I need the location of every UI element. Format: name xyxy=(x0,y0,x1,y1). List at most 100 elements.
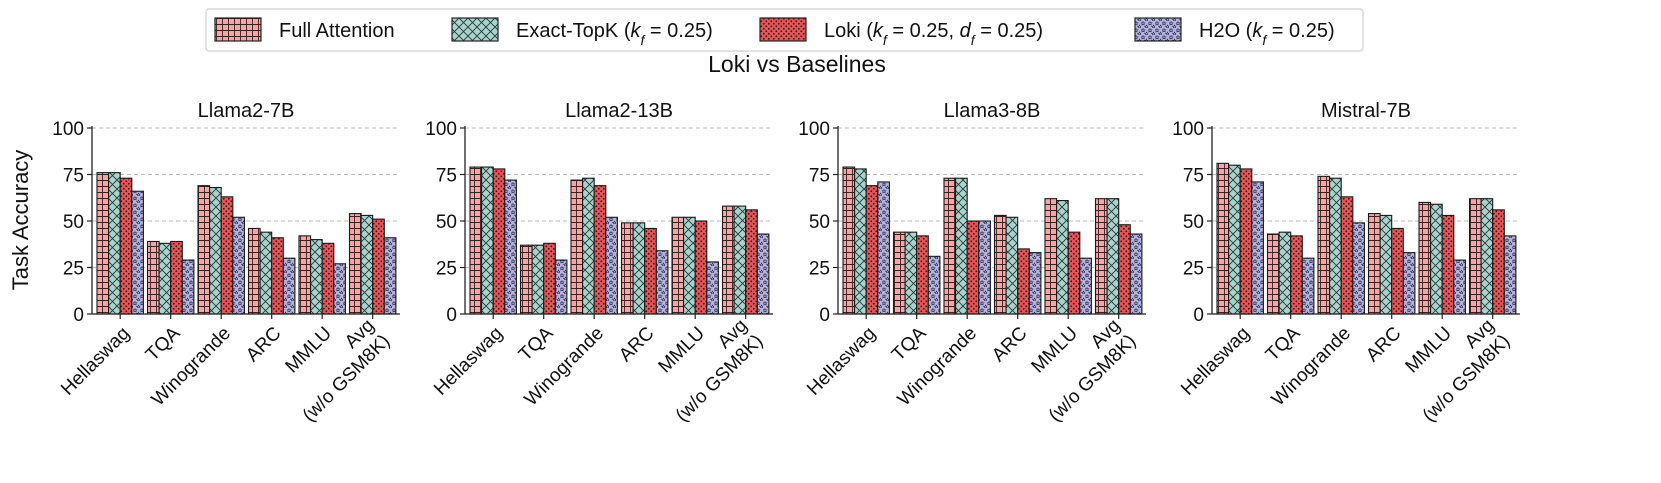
bar-loki xyxy=(1118,224,1131,315)
bar-full xyxy=(96,172,110,315)
bar-loki xyxy=(321,242,335,315)
bar-topk xyxy=(310,239,323,315)
y-tick-label: 50 xyxy=(63,212,84,233)
bar-topk xyxy=(683,216,696,315)
y-tick-label: 0 xyxy=(819,305,830,326)
bar-loki xyxy=(1441,214,1455,315)
bar-full xyxy=(721,205,735,315)
bar-h2o xyxy=(554,259,568,315)
bar-h2o xyxy=(232,216,245,315)
bar-topk xyxy=(158,242,172,315)
x-tick-label: ARC xyxy=(988,323,1031,366)
legend-label-topk: Exact-TopK (kf = 0.25) xyxy=(516,20,713,48)
y-tick-label: 100 xyxy=(1172,119,1204,140)
y-tick-label: 0 xyxy=(73,305,84,326)
bar-h2o xyxy=(978,220,991,315)
bar-full xyxy=(1216,162,1230,315)
bar-full xyxy=(1468,198,1482,315)
x-tick-label: Hellaswag xyxy=(57,323,134,400)
x-tick-label: Hellaswag xyxy=(430,323,507,400)
bar-loki xyxy=(644,227,657,315)
x-tick-label: Hellaswag xyxy=(1177,323,1254,400)
bar-h2o xyxy=(181,259,195,315)
bar-topk xyxy=(955,177,968,315)
bar-full xyxy=(1317,175,1331,315)
bar-full xyxy=(671,216,685,315)
y-tick-label: 0 xyxy=(446,305,457,326)
y-tick-label: 25 xyxy=(809,259,830,280)
bar-full xyxy=(1418,201,1432,315)
y-tick-label: 100 xyxy=(425,119,457,140)
bar-topk xyxy=(733,205,747,315)
bar-topk xyxy=(1430,203,1443,315)
bar-loki xyxy=(271,237,284,315)
bar-full xyxy=(197,185,211,315)
y-tick-label: 75 xyxy=(1183,166,1204,187)
y-tick-label: 25 xyxy=(436,259,457,280)
bar-full xyxy=(570,179,584,315)
bar-loki xyxy=(865,185,879,315)
bar-full xyxy=(892,231,906,315)
bar-topk xyxy=(1379,214,1393,315)
panel-title: Llama2-7B xyxy=(198,100,295,122)
legend-swatch-loki xyxy=(759,17,807,42)
bar-h2o xyxy=(877,181,890,315)
bar-topk xyxy=(1106,198,1120,315)
bar-loki xyxy=(220,196,234,315)
bar-topk xyxy=(904,231,918,315)
x-tick-label: MMLU xyxy=(1028,323,1082,377)
y-tick-label: 0 xyxy=(1193,305,1204,326)
bar-topk xyxy=(1228,164,1241,315)
x-tick-label: ARC xyxy=(1362,323,1405,366)
bar-full xyxy=(1094,198,1108,315)
chart-legend: Full Attention Exact-TopK (kf = 0.25) Loki… xyxy=(205,8,1364,52)
bar-full xyxy=(469,166,483,315)
legend-swatch-topk xyxy=(451,17,499,42)
panel-title: Llama3-8B xyxy=(944,100,1041,122)
legend-swatch-full xyxy=(214,17,262,42)
y-tick-label: 75 xyxy=(809,166,830,187)
x-tick-label: MMLU xyxy=(282,323,336,377)
bar-loki xyxy=(170,240,183,315)
y-tick-label: 25 xyxy=(1183,259,1204,280)
panel-title: Llama2-13B xyxy=(565,100,673,122)
x-tick-label: TQA xyxy=(888,323,931,366)
bar-topk xyxy=(531,244,545,315)
x-tick-label: MMLU xyxy=(655,323,709,377)
bar-full xyxy=(1044,198,1058,315)
legend-label-h2o: H2O (kf = 0.25) xyxy=(1199,20,1335,48)
bar-loki xyxy=(694,220,708,315)
bar-full xyxy=(298,235,312,315)
legend-label-loki: Loki (kf = 0.25, df = 0.25) xyxy=(824,20,1043,48)
bar-h2o xyxy=(1251,181,1264,315)
bar-topk xyxy=(1005,216,1019,315)
bar-topk xyxy=(360,214,374,315)
bar-full xyxy=(842,166,856,315)
bar-topk xyxy=(1278,231,1292,315)
y-tick-label: 50 xyxy=(809,212,830,233)
bar-h2o xyxy=(927,255,941,315)
bar-full xyxy=(247,227,261,315)
bar-loki xyxy=(593,185,607,315)
bar-loki xyxy=(543,242,556,315)
y-tick-label: 50 xyxy=(436,212,457,233)
bar-h2o xyxy=(1503,235,1517,315)
bar-loki xyxy=(372,218,385,315)
x-tick-label: TQA xyxy=(515,323,558,366)
panel-title: Mistral-7B xyxy=(1321,100,1411,122)
bar-loki xyxy=(916,235,929,315)
y-tick-label: 75 xyxy=(63,166,84,187)
y-axis-label: Task Accuracy xyxy=(8,150,33,291)
y-tick-label: 100 xyxy=(798,119,830,140)
x-tick-label: ARC xyxy=(242,323,285,366)
bar-h2o xyxy=(1402,252,1416,315)
bar-loki xyxy=(1290,235,1303,315)
bar-h2o xyxy=(504,179,517,315)
bar-loki xyxy=(745,209,758,315)
